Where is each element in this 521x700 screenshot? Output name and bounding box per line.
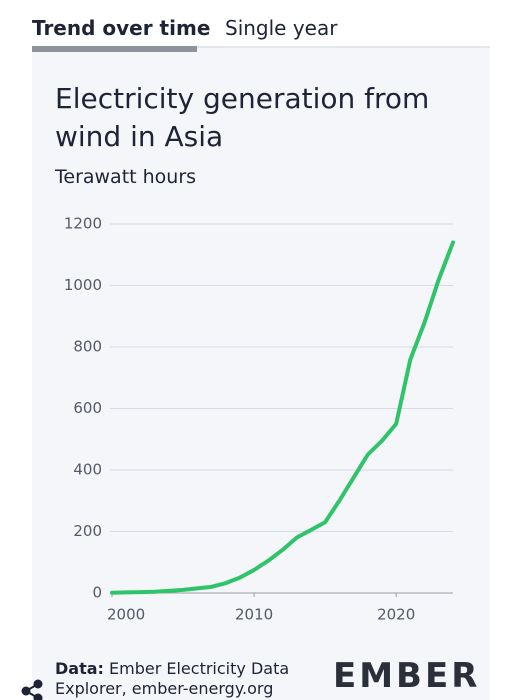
- tab-divider: [32, 46, 490, 48]
- share-icon[interactable]: [21, 679, 43, 700]
- y-tick-label: 800: [73, 338, 102, 356]
- y-tick-label: 1000: [64, 276, 102, 294]
- y-tick-label: 200: [73, 522, 102, 540]
- y-tick-label: 0: [92, 584, 102, 602]
- tab[interactable]: Single year: [225, 16, 338, 40]
- chart-title: Electricity generation from wind in Asia: [55, 82, 430, 153]
- source-text: Ember Electricity Data Explorer, ember-e…: [55, 659, 290, 698]
- tab[interactable]: Trend over time: [32, 16, 211, 40]
- y-tick-label: 600: [73, 399, 102, 417]
- chart-card: [32, 48, 490, 700]
- y-tick-label: 400: [73, 461, 102, 479]
- chart-subtitle: Terawatt hours: [55, 166, 197, 188]
- logo[interactable]: EMBER: [333, 656, 481, 696]
- x-tick-label: 2020: [377, 606, 415, 624]
- tab-indicator: [32, 46, 197, 52]
- source: Data: Ember Electricity Data Explorer, e…: [55, 659, 320, 699]
- x-tick-label: 2010: [235, 606, 273, 624]
- source-label: Data:: [55, 659, 104, 678]
- data-line: [110, 240, 455, 595]
- y-tick-label: 1200: [64, 215, 102, 233]
- x-tick-label: 2000: [107, 606, 145, 624]
